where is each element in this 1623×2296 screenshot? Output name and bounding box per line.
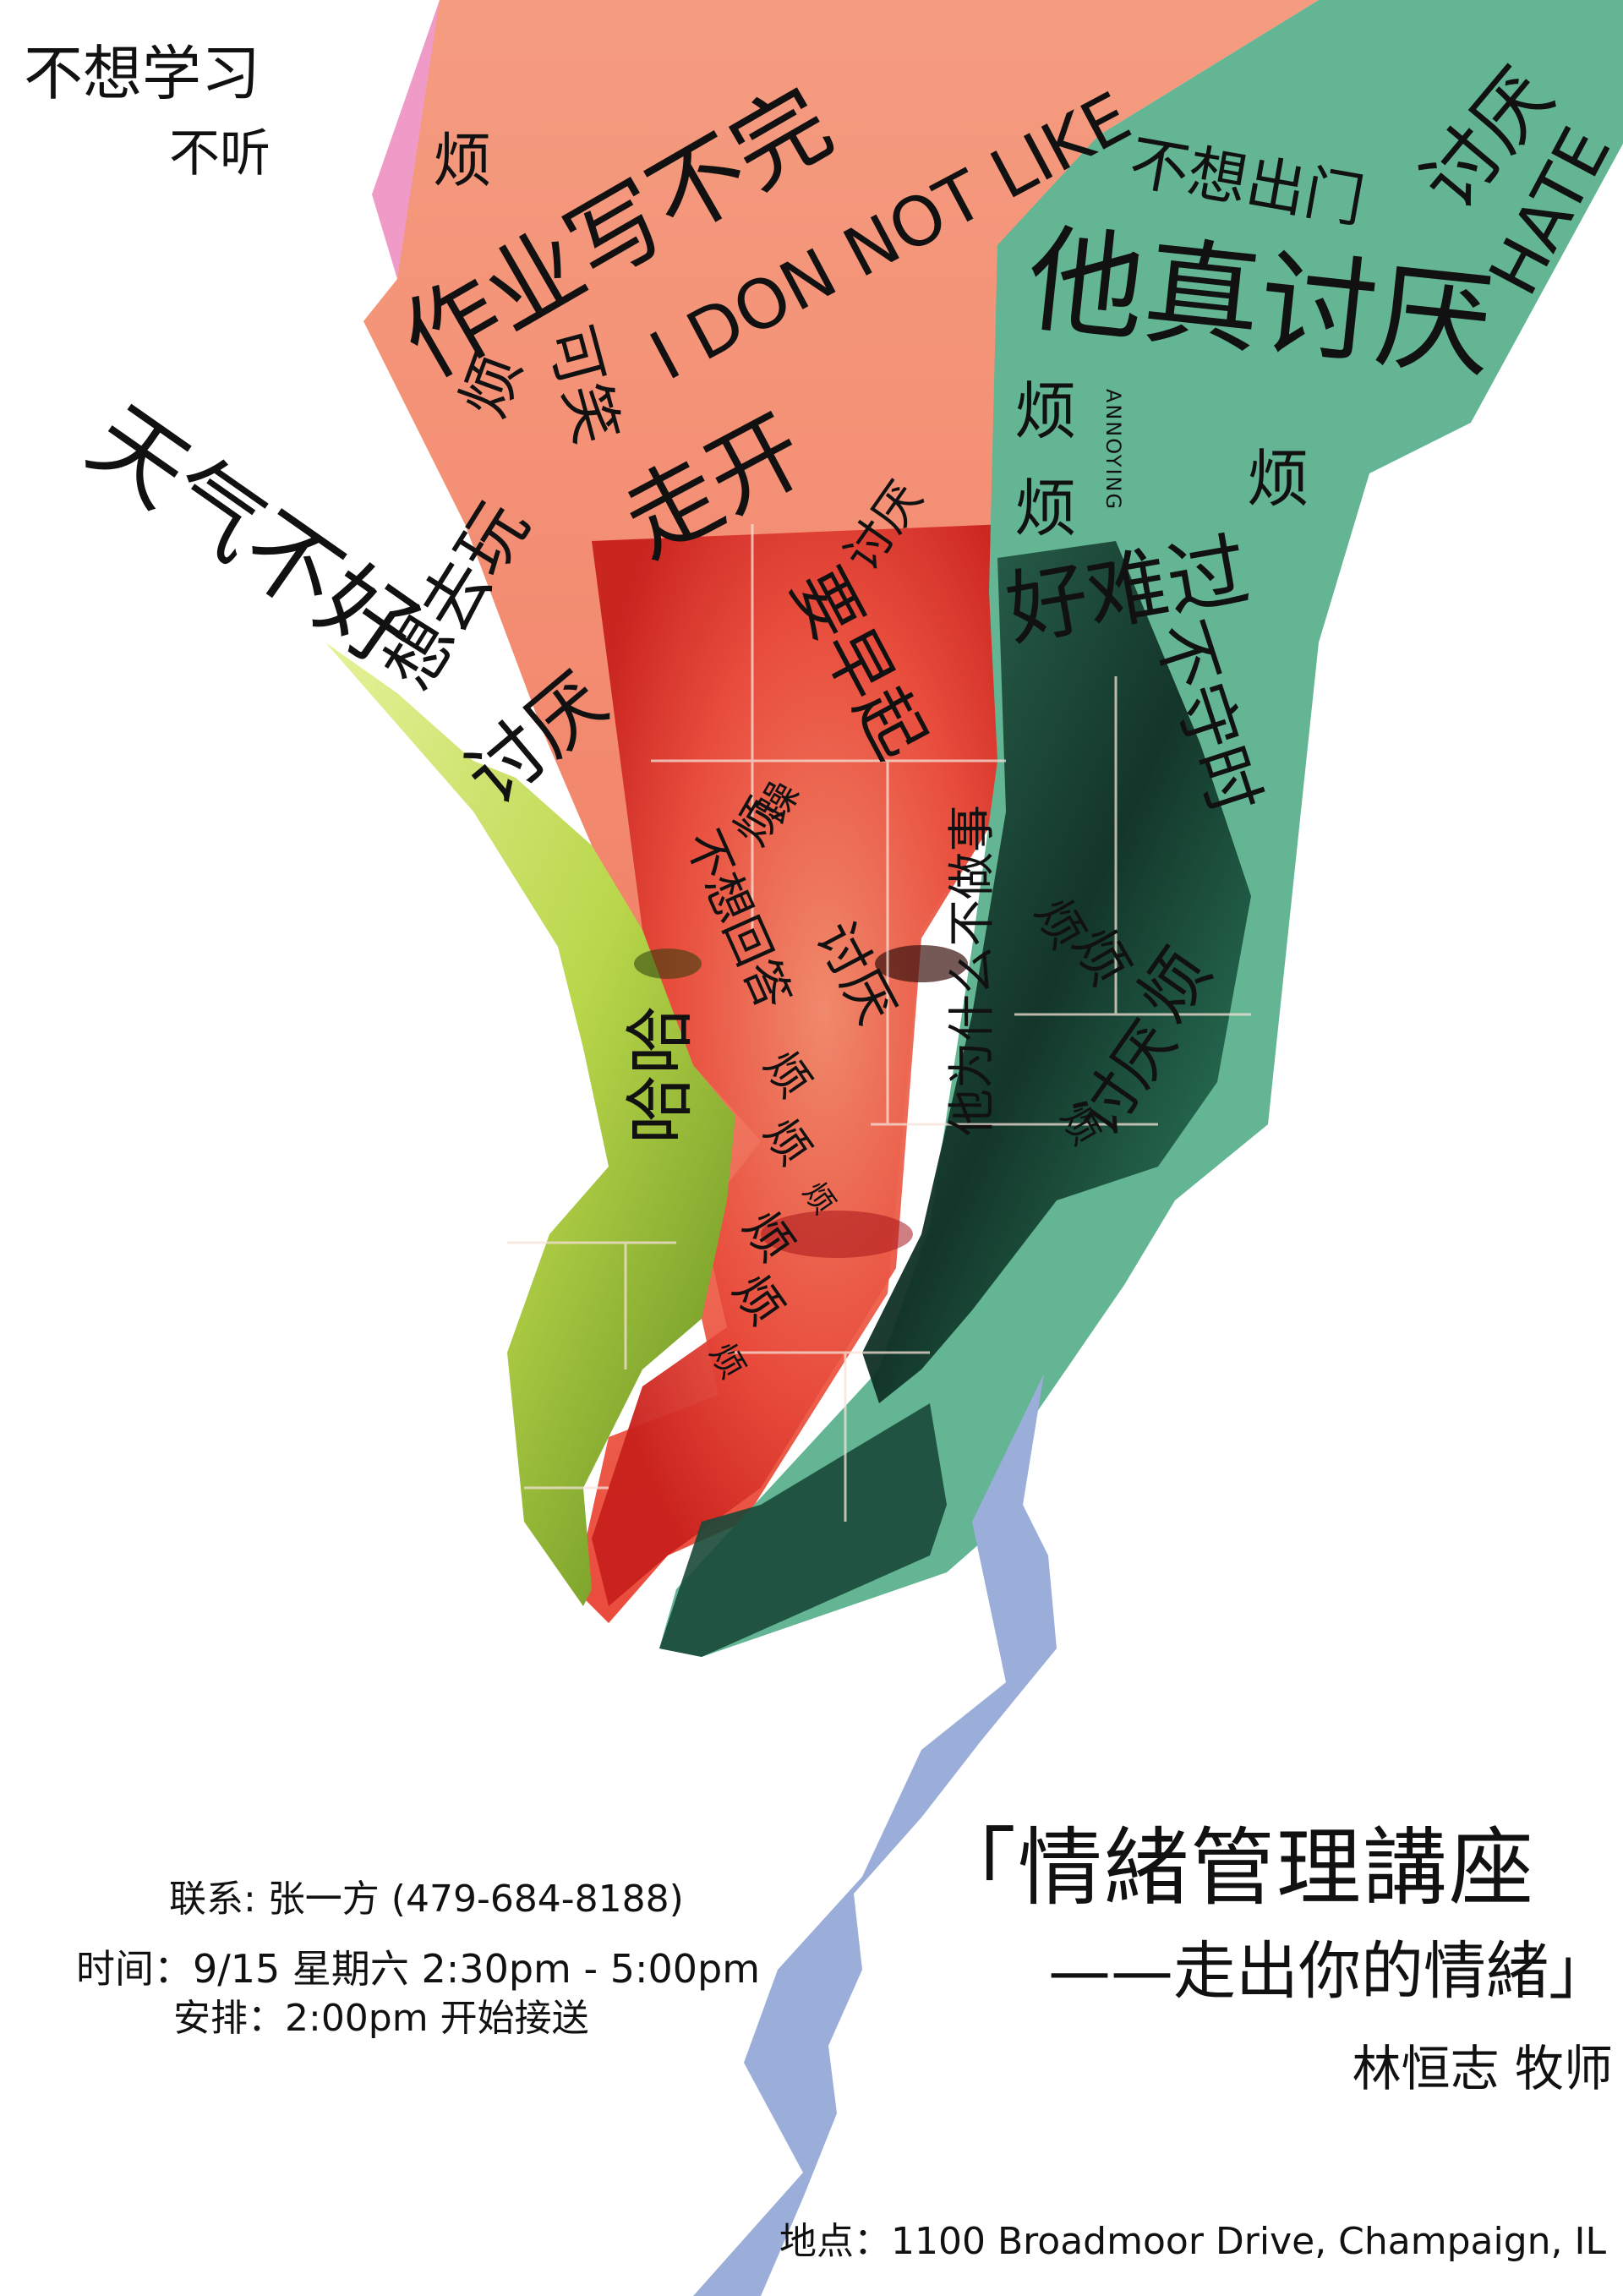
lime-eye <box>634 948 702 979</box>
event-subtitle: ——走出你的情緒」 <box>1048 1935 1611 2008</box>
blue-crack <box>693 1374 1057 2296</box>
word-bu-ting: 不听 <box>169 124 270 183</box>
face-photo <box>592 524 1014 1606</box>
word-fan-3: 烦 <box>1014 375 1077 448</box>
word-fan: 烦 <box>433 126 492 195</box>
word-fan-4: 烦 <box>1014 473 1077 545</box>
grid-lines <box>507 524 1251 1522</box>
arrangement-line: 安排：2:00pm 开始接送 <box>173 1997 589 2040</box>
lime-shard <box>325 642 735 1606</box>
event-title: 「情緒管理講座 <box>932 1818 1535 1917</box>
word-ta-weishenme: 他为什么不做事 <box>945 805 1000 1136</box>
speaker: 林恒志 牧师 <box>1352 2040 1613 2097</box>
dark-photo <box>862 541 1251 1403</box>
face-eye <box>875 945 968 982</box>
time-line: 时间：9/15 星期六 2:30pm - 5:00pm <box>76 1946 760 1992</box>
location-line: 地点：1100 Broadmoor Drive, Champaign, IL <box>779 2220 1606 2263</box>
word-bu-xiang-xuexi: 不想学习 <box>24 39 260 108</box>
word-haha: 哈哈 <box>620 1004 702 1145</box>
word-annoying: ANNOYING <box>1101 388 1126 511</box>
contact-line: 联系: 张一方 (479-684-8188) <box>169 1878 684 1921</box>
word-fan-5: 烦 <box>1247 443 1309 516</box>
